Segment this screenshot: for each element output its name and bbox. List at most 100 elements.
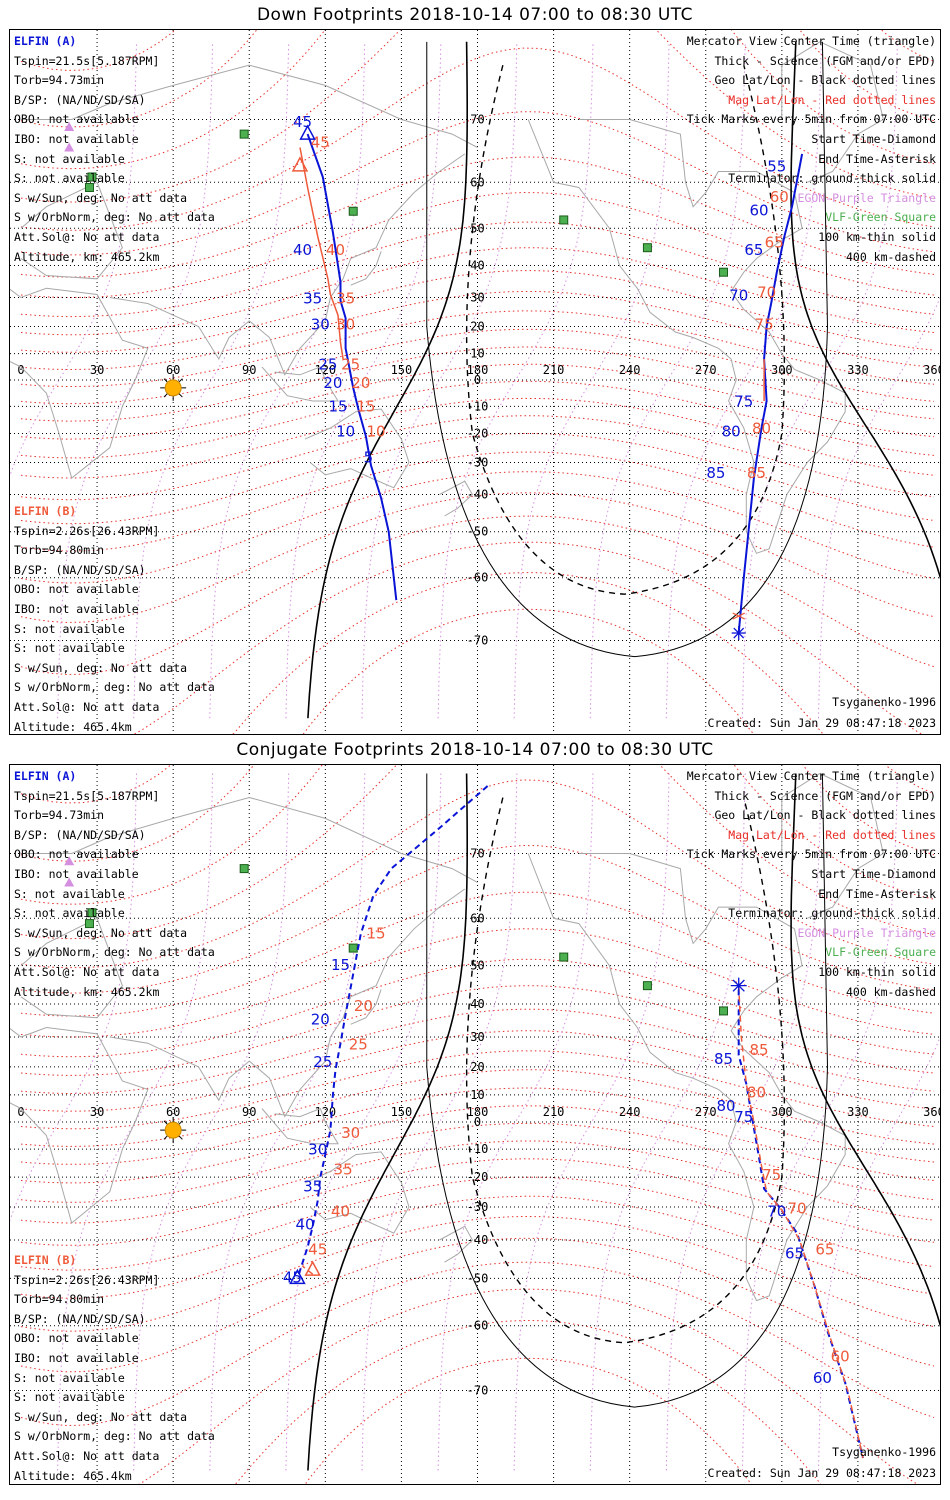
info-line: Torb=94.80min — [14, 1292, 105, 1307]
mag-lat-line — [20, 1087, 935, 1165]
info-line: OBO: not available — [14, 847, 139, 862]
sun-ray — [178, 1135, 183, 1140]
track-elfin-a — [306, 133, 398, 601]
elfin-b-info-down: ELFIN (B) Tspin=2.26s[26.43RPM] Torb=94.… — [14, 502, 215, 734]
coastline — [304, 1151, 410, 1234]
legend-entry: Mercator View Center Time (triangle) — [686, 769, 936, 783]
vlf-station-icon — [719, 267, 729, 277]
lon-tick-label: 150 — [391, 363, 413, 377]
mag-lat-line — [20, 328, 935, 405]
track-time-label: 30 — [308, 1141, 327, 1159]
lon-tick-label: 30 — [90, 1105, 104, 1119]
end-asterisk-elfin-a — [731, 626, 746, 641]
sun-icon — [160, 1117, 187, 1144]
track-elfin-a — [737, 989, 864, 1459]
info-line: OBO: not available — [14, 112, 139, 127]
track-time-label: 25 — [341, 356, 360, 374]
ground-terminator-east — [790, 773, 940, 1328]
mag-lat-line — [232, 572, 824, 734]
coastline — [21, 64, 478, 148]
lon-tick-label: 300 — [771, 363, 793, 377]
ground-terminator-east — [790, 41, 940, 580]
info-line: S w/OrbNorm, deg: No att data — [14, 1429, 215, 1444]
legend-entry: EGON-Purple Triangle — [797, 190, 936, 205]
lon-tick-label: 300 — [771, 1105, 793, 1119]
info-line: S: not available — [14, 906, 125, 921]
vlf-station-icon — [239, 864, 249, 874]
lat-tick-label: -10 — [467, 399, 489, 413]
coastline — [781, 772, 884, 919]
mag-lat-line — [20, 492, 935, 623]
sun-ray — [163, 378, 168, 383]
mag-lat-line — [20, 1195, 935, 1299]
info-line: S w/Sun, deg: No att data — [14, 925, 188, 940]
lat-tick-label: 20 — [470, 1060, 484, 1074]
lat-tick-label: -60 — [467, 571, 489, 585]
lon-tick-label: 360 — [923, 363, 941, 377]
info-line: Att.Sol@: No att data — [14, 229, 160, 244]
sun-ray — [178, 393, 183, 398]
lat-tick-label: -20 — [467, 426, 489, 440]
lon-tick-label: 0 — [17, 363, 24, 377]
info-line: S: not available — [14, 621, 125, 636]
legend-entry: Mercator View Center Time (triangle) — [686, 34, 936, 48]
egon-station-icon — [64, 877, 75, 887]
lat-tick-label: 10 — [470, 347, 484, 361]
info-line: S w/OrbNorm, deg: No att data — [14, 210, 215, 225]
info-line: Altitude, km: 465.2km — [14, 249, 160, 264]
lat-tick-label: -40 — [467, 488, 489, 502]
coastline — [439, 480, 474, 517]
track-time-label: 80 — [716, 1097, 735, 1115]
track-time-label: 85 — [706, 464, 725, 482]
coastline — [439, 1225, 474, 1263]
track-time-label: 80 — [722, 422, 741, 440]
mag-lon-line — [209, 773, 366, 1471]
track-elfin-b — [302, 1265, 314, 1275]
coastline — [20, 181, 123, 280]
lon-tick-label: 180 — [467, 1105, 489, 1119]
track-time-label: 65 — [785, 1244, 804, 1262]
info-line: B/SP: (NA/ND/SD/SA) — [14, 92, 146, 107]
info-line: Tspin=21.5s[5.187RPM] — [14, 53, 160, 68]
mag-lon-line — [437, 773, 594, 1471]
track-time-label: 25 — [318, 356, 337, 374]
mag-lat-line — [20, 432, 935, 525]
egon-station-icon — [64, 121, 75, 131]
legend-entry: Terminator: ground-thick solid — [728, 171, 936, 186]
mag-lat-line — [20, 451, 935, 552]
info-line: S: not available — [14, 886, 125, 901]
lat-tick-label: 70 — [470, 112, 484, 126]
coastlines — [10, 41, 884, 554]
lon-tick-label: 270 — [695, 363, 717, 377]
legend-entry: End Time-Asterisk — [818, 151, 936, 166]
coastline — [261, 1107, 339, 1145]
track-time-label: 25 — [313, 1053, 332, 1071]
track-time-label: 75 — [762, 1166, 781, 1184]
track-time-label: 15 — [331, 956, 350, 974]
legend-entry: Tick Marks every 5min from 07:00 UTC — [686, 112, 936, 127]
sun-disc — [164, 379, 182, 397]
map-panel-conjugate: 0306090120150180210240270300330360706050… — [9, 764, 941, 1485]
lon-tick-label: 120 — [314, 363, 336, 377]
legend-entry: Mag Lat/Lon - Red dotted lines — [728, 92, 936, 107]
lat-tick-label: -30 — [467, 455, 489, 469]
mag-lon-line — [285, 773, 442, 1471]
track-time-label: 60 — [749, 202, 768, 220]
lon-tick-label: 180 — [467, 363, 489, 377]
info-line: IBO: not available — [14, 866, 139, 881]
lat-tick-label: -30 — [467, 1200, 489, 1214]
track-time-label: 70 — [788, 1199, 807, 1217]
mag-lon-line — [285, 41, 442, 719]
asterisk-stroke — [732, 979, 745, 992]
track-time-label: 35 — [303, 290, 322, 308]
info-line: IBO: not available — [14, 601, 139, 616]
vlf-station-icon — [348, 943, 358, 953]
mag-lat-line — [20, 47, 935, 231]
info-line: OBO: not available — [14, 582, 139, 597]
egon-station-icon — [64, 856, 75, 866]
track-time-label: 80 — [752, 419, 771, 437]
asterisk-stroke — [733, 627, 745, 639]
vlf-station-icon — [642, 981, 652, 991]
start-triangle-elfin-a — [289, 1268, 306, 1285]
sun-ray — [163, 1135, 168, 1140]
